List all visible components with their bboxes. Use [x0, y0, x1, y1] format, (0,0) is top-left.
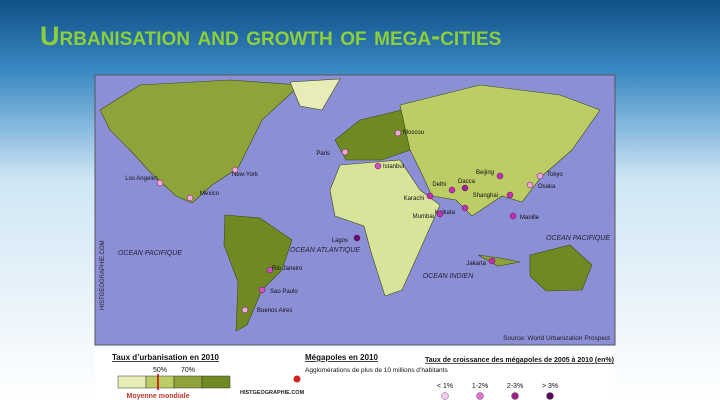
city-marker — [436, 210, 444, 218]
city-label: Dacca — [458, 179, 476, 185]
legend-class-label: > 3% — [542, 383, 558, 390]
legend-class-dot — [476, 392, 484, 400]
ocean-label: OCEAN INDIEN — [423, 273, 475, 280]
legend-title: Taux d’urbanisation en 2010 — [112, 353, 220, 362]
legend-class-label: 1-2% — [472, 383, 488, 390]
city-label: Delhi — [432, 182, 446, 188]
continents — [99, 78, 601, 332]
legend-area — [95, 348, 615, 400]
australia — [529, 244, 593, 292]
legend-tick: 50% — [153, 367, 167, 374]
city-marker — [186, 194, 194, 202]
map: Moscou Paris Istanbul Karachi Delhi Dacca Kolk… — [94, 74, 616, 346]
city-label: Jakarta — [466, 261, 486, 267]
city-marker — [241, 306, 249, 314]
city-marker — [353, 234, 361, 242]
ocean-label: OCEAN PACIFIQUE — [546, 235, 610, 242]
city-marker — [461, 204, 469, 212]
ocean-labels: OCEAN PACIFIQUE OCEAN ATLANTIQUE OCEAN IND… — [118, 235, 610, 280]
city-label: Kolkata — [435, 210, 456, 216]
legend-class-label: 2-3% — [507, 383, 523, 390]
legend-dot — [293, 375, 301, 383]
legend-class-label: < 1% — [437, 383, 453, 390]
legend-note: Moyenne mondiale — [126, 393, 189, 400]
cities: Moscou Paris Istanbul Karachi Delhi Dacca Kolk… — [125, 129, 563, 314]
legend-credit: HISTGEOGRAPHIE.COM — [240, 390, 305, 396]
city-label: Shanghai — [473, 193, 498, 199]
city-label: Mexico — [200, 191, 220, 197]
city-label: Istanbul — [383, 164, 404, 170]
source: Source: World Urbanization Prospect — [503, 335, 610, 342]
legend-class-dot — [546, 392, 554, 400]
city-marker — [509, 212, 517, 220]
city-label: Paris — [316, 151, 330, 157]
legend-swatch — [201, 375, 231, 389]
city-label: Sao Paulo — [270, 289, 298, 295]
legend-tick: 70% — [181, 367, 195, 374]
city-label: Mumbai — [413, 214, 434, 220]
legend-title: Taux de croissance des mégapoles de 2005… — [425, 357, 614, 364]
city-label: Los Angeles — [125, 176, 158, 182]
city-marker — [231, 166, 239, 174]
city-marker — [461, 184, 469, 192]
legend-class-dot — [511, 392, 519, 400]
city-label: Buenos Aires — [257, 308, 292, 314]
legend-title: Mégapoles en 2010 — [305, 353, 378, 362]
city-marker — [536, 172, 544, 180]
city-label: Karachi — [404, 196, 424, 202]
ocean-label: OCEAN ATLANTIQUE — [290, 247, 360, 254]
legend-swatch — [173, 375, 203, 389]
asia — [399, 84, 601, 217]
city-marker — [156, 179, 164, 187]
south-america — [223, 214, 293, 332]
city-label: Osaka — [538, 184, 556, 190]
city-label: Lagos — [332, 238, 348, 244]
city-marker — [266, 266, 274, 274]
legend-item: Agglomérations de plus de 10 millions d’… — [305, 367, 448, 374]
city-marker — [526, 181, 534, 189]
legend-class-dot — [441, 392, 449, 400]
ocean-label: OCEAN PACIFIQUE — [118, 250, 182, 257]
city-label: Moscou — [403, 130, 424, 136]
watermark: HISTGEOGRAPHIE.COM — [100, 240, 106, 310]
city-label: Manille — [520, 215, 540, 221]
greenland — [289, 78, 341, 111]
north-america — [99, 79, 301, 204]
city-marker — [488, 257, 496, 265]
city-marker — [448, 186, 456, 194]
city-label: New-York — [232, 172, 259, 178]
title: Urbanisation and growth of mega-cities — [40, 21, 501, 51]
city-marker — [341, 148, 349, 156]
africa — [329, 159, 441, 297]
city-marker — [258, 286, 266, 294]
city-marker — [394, 129, 402, 137]
city-marker — [496, 172, 504, 180]
growth-legend: < 1% 1-2% 2-3% > 3% — [437, 383, 558, 400]
city-label: Tokyo — [547, 172, 563, 178]
legend-swatch — [117, 375, 147, 389]
legend-swatch — [145, 375, 175, 389]
city-label: Beijing — [476, 170, 494, 176]
city-label: Rio Janeiro — [272, 266, 303, 272]
city-marker — [374, 162, 382, 170]
city-marker — [426, 192, 434, 200]
city-marker — [506, 191, 514, 199]
